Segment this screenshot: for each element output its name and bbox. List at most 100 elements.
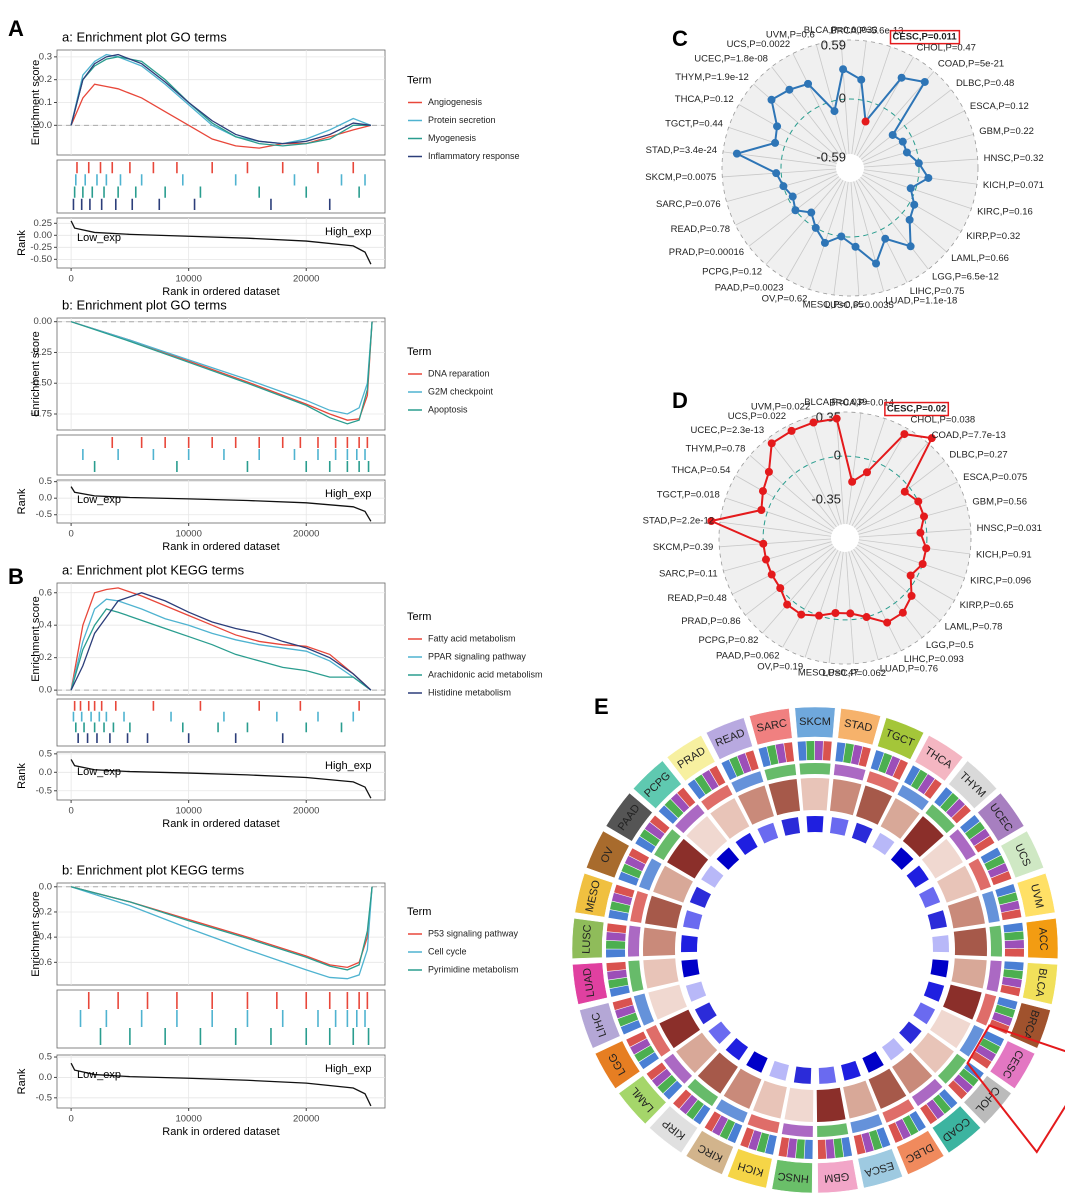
- ring-cell: [869, 1129, 883, 1151]
- ring-cell: [756, 1132, 770, 1153]
- spoke: [856, 56, 914, 157]
- ring-cell: [953, 927, 987, 957]
- ring-cell: [757, 822, 779, 844]
- ring-cell: [610, 901, 631, 913]
- ring-cell: [746, 1051, 768, 1073]
- spoke: [863, 172, 972, 209]
- radar-point: [832, 414, 841, 423]
- grid-ring: [762, 455, 928, 621]
- radar-point: [837, 232, 846, 241]
- spoke: [828, 551, 844, 664]
- ring-cell: [716, 847, 740, 870]
- category-label: CESC,P=0.011: [893, 32, 958, 43]
- x-tick-label: 20000: [293, 274, 319, 285]
- ring-cell: [621, 863, 642, 879]
- radar-point: [872, 259, 881, 268]
- ring-cell: [858, 746, 871, 767]
- category-label: ACC: [1036, 927, 1049, 951]
- y-tick-label: 0.1: [39, 97, 52, 108]
- category-label: TGCT,P=0.018: [657, 489, 720, 500]
- category-box: [817, 1159, 859, 1194]
- y-tick-label: 0.00: [34, 230, 53, 241]
- radar-point: [881, 234, 890, 243]
- ring-cell: [606, 949, 626, 958]
- ring-cell: [953, 1074, 973, 1093]
- ring-cell: [615, 1005, 636, 1019]
- category-label: THYM,P=0.78: [685, 443, 745, 454]
- category-label: OV,P=0.62: [762, 293, 808, 304]
- ring-cell: [727, 1122, 743, 1144]
- legend-label: Myogenesis: [428, 133, 477, 143]
- radar-point: [900, 430, 909, 439]
- ring-cell: [752, 1080, 787, 1119]
- ring-cell: [795, 1139, 805, 1159]
- ring-cell: [979, 1038, 1001, 1054]
- spoke: [850, 181, 860, 296]
- y-tick-label: 0.0: [39, 493, 52, 504]
- ring-cell: [868, 1068, 907, 1109]
- ring-cell: [946, 798, 965, 818]
- spoke: [788, 425, 840, 526]
- ring-cell: [676, 1032, 718, 1074]
- category-label: LIHC,P=0.75: [910, 286, 965, 297]
- ring-cell: [673, 1089, 692, 1109]
- radar-point: [920, 77, 929, 86]
- spoke: [850, 550, 902, 651]
- ring-cell: [657, 1074, 677, 1094]
- category-label: DLBC,P=0.27: [949, 449, 1007, 460]
- ring-cell: [994, 1004, 1016, 1018]
- category-box: [572, 962, 608, 1005]
- radar-point: [920, 512, 929, 521]
- radar-point: [773, 122, 782, 131]
- spoke: [719, 521, 832, 537]
- y-tick-label: 0.25: [34, 218, 53, 229]
- category-box: [586, 830, 630, 879]
- ring-cell: [731, 771, 764, 793]
- radar-point: [927, 434, 936, 443]
- ring-cell: [930, 959, 949, 978]
- panel-frame: [56, 698, 386, 747]
- ring-cell: [620, 1020, 642, 1035]
- spoke: [835, 412, 845, 525]
- ring-cell: [841, 1060, 861, 1081]
- high-label: High_exp: [325, 488, 371, 500]
- ring-cell: [618, 871, 639, 886]
- ring-cell: [980, 847, 1002, 864]
- x-axis-label: Rank in ordered dataset: [162, 1126, 279, 1138]
- spoke: [804, 551, 841, 658]
- category-box: [605, 792, 653, 842]
- ring-cell: [694, 774, 712, 795]
- spoke: [858, 504, 967, 535]
- ring-cell: [701, 865, 724, 888]
- radar-center: [831, 524, 859, 552]
- category-label: UCEC,P=1.8e-08: [694, 53, 768, 64]
- r-tick-label: -0.35: [811, 492, 841, 507]
- ring-cell: [825, 1139, 835, 1159]
- ring-cell: [606, 932, 626, 941]
- enrichment-line: [70, 608, 372, 691]
- ring-cell: [995, 884, 1016, 898]
- grid-ring: [780, 98, 920, 238]
- ring-cell: [835, 742, 846, 763]
- ring-cell: [687, 1078, 719, 1107]
- spoke: [858, 542, 965, 579]
- x-tick-label: 10000: [175, 806, 201, 817]
- ring-cell: [888, 1122, 903, 1143]
- ring-cell: [818, 1066, 837, 1084]
- radar-point: [820, 238, 829, 247]
- ring-cell: [781, 817, 801, 836]
- y-tick-label: -0.50: [30, 254, 52, 265]
- ring-cell: [804, 1139, 813, 1159]
- category-label: UCS,P=0.0022: [727, 39, 791, 50]
- radar-point: [759, 539, 768, 548]
- radar-center: [836, 154, 864, 182]
- category-label: UVM,P=0.022: [751, 401, 810, 412]
- y-tick-label: 0.5: [39, 476, 52, 487]
- radar-point: [707, 516, 716, 525]
- ring-cell: [633, 993, 655, 1026]
- ring-cell: [833, 764, 866, 781]
- enrichment-line: [70, 598, 372, 691]
- panel-frame: [56, 479, 386, 524]
- ring-cell: [630, 1038, 651, 1055]
- radar-point: [898, 137, 907, 146]
